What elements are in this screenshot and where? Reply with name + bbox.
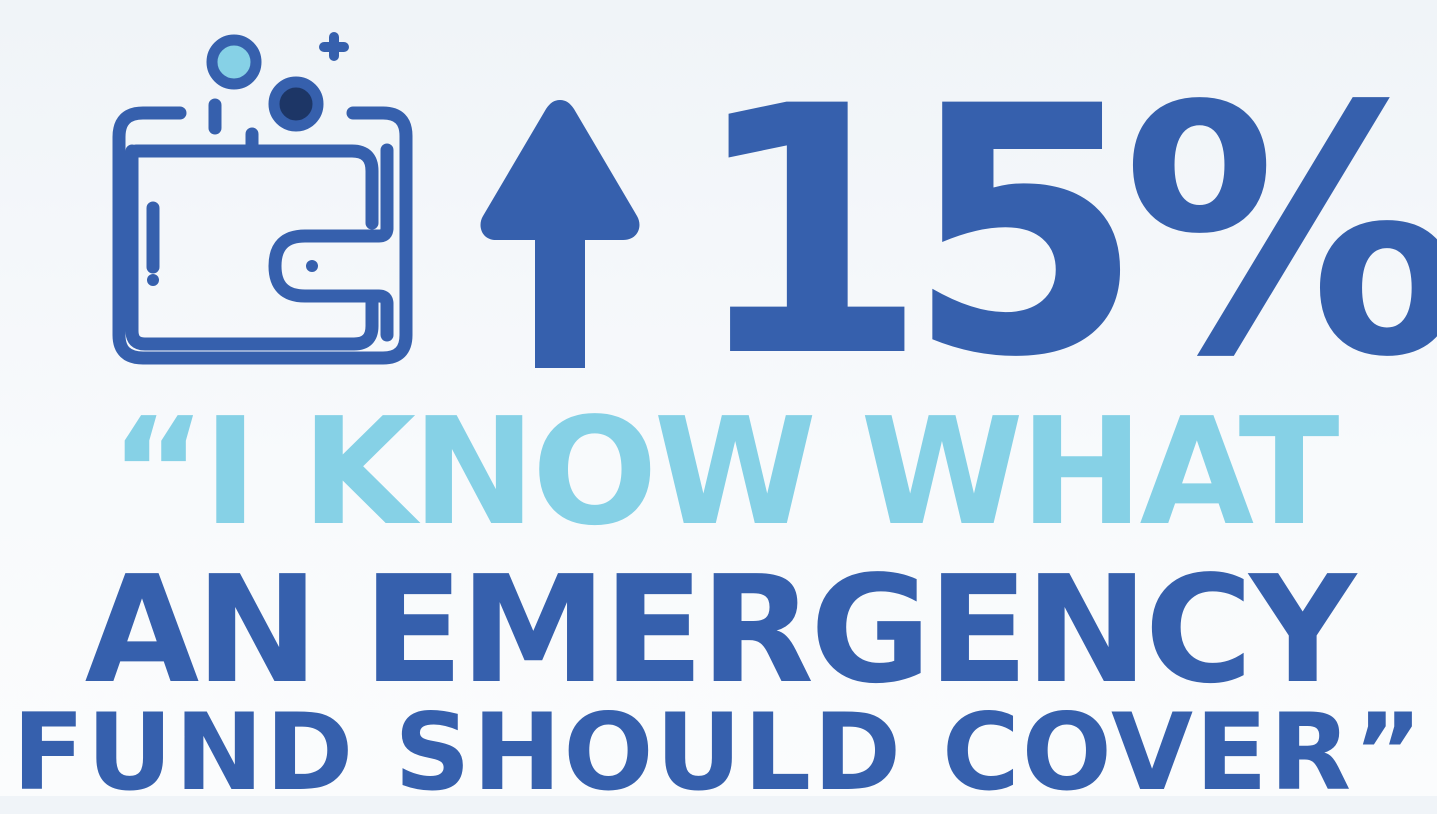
wallet-icon xyxy=(112,32,413,365)
infographic: 15% “I KNOW WHAT AN EMERGENCY FUND SHOUL… xyxy=(12,32,1437,806)
quote-line-1: “I KNOW WHAT xyxy=(109,386,1339,558)
quote-line-3: FUND SHOULD COVER” xyxy=(12,691,1425,814)
quote-line-2: AN EMERGENCY xyxy=(84,544,1357,716)
arrow-up-icon xyxy=(480,100,640,368)
stat-percentage: 15% xyxy=(690,34,1437,432)
